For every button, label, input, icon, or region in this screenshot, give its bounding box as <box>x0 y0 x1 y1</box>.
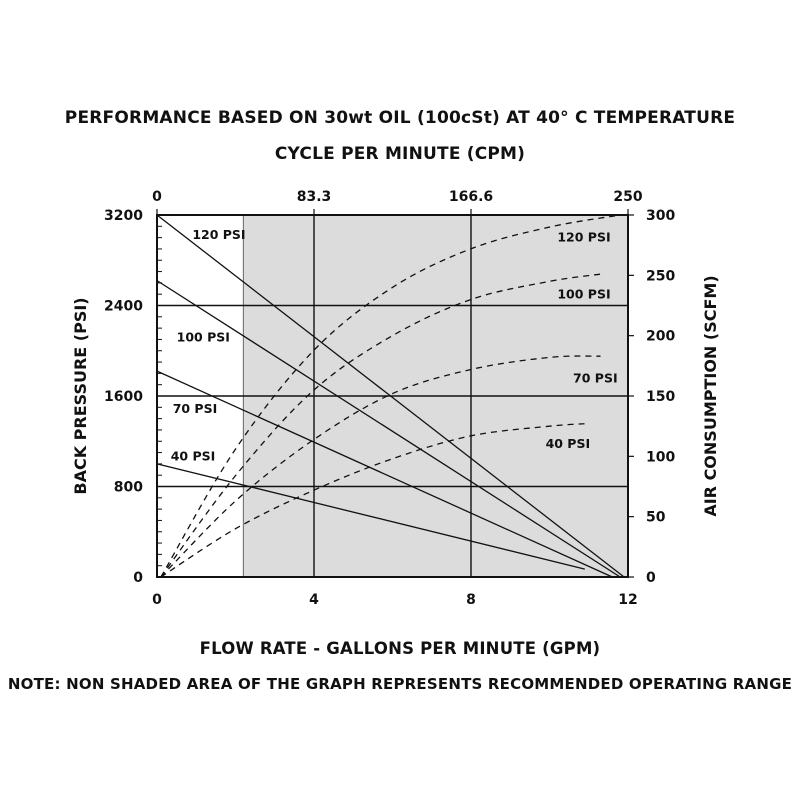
air-curve-3 <box>160 355 601 578</box>
top-axis-title: CYCLE PER MINUTE (CPM) <box>274 144 526 164</box>
pressure-line-1 <box>156 214 625 578</box>
y2-tick-label: 50 <box>646 510 666 526</box>
chart-note: NOTE: NON SHADED AREA OF THE GRAPH REPRE… <box>7 675 793 693</box>
y-tick-label: 1600 <box>104 389 143 405</box>
x-tick-label: 8 <box>466 592 476 608</box>
air-label-4: 40 PSI <box>546 436 591 451</box>
labels-layer: 120 PSI 100 PSI 70 PSI 40 PSI 120 PSI 100 PSI… <box>71 189 720 608</box>
y-tick-label: 2400 <box>104 299 143 315</box>
y2-tick-label: 300 <box>646 208 675 224</box>
y2-tick-label: 100 <box>646 449 675 465</box>
pressure-line-3 <box>156 370 613 578</box>
pressure-label-3: 70 PSI <box>173 401 218 416</box>
plot-frame <box>156 214 629 578</box>
y2-tick-label: 0 <box>646 570 656 586</box>
air-label-2: 100 PSI <box>557 286 610 301</box>
y2-tick-label: 200 <box>646 329 675 345</box>
pressure-line-4 <box>156 463 585 570</box>
pressure-label-1: 120 PSI <box>192 227 245 242</box>
air-label-1: 120 PSI <box>557 230 610 245</box>
grid-layer <box>157 215 628 577</box>
y2-axis-title: AIR CONSUMPTION (SCFM) <box>701 275 720 516</box>
top-tick-label: 0 <box>152 189 162 205</box>
y-tick-label: 3200 <box>104 208 143 224</box>
air-curve-2 <box>160 273 601 578</box>
x-tick-label: 4 <box>309 592 319 608</box>
top-tick-label: 166.6 <box>449 189 493 205</box>
pressure-line-2 <box>156 280 621 578</box>
y-tick-label: 800 <box>114 480 143 496</box>
pressure-label-2: 100 PSI <box>177 330 230 345</box>
x-axis-title: FLOW RATE - GALLONS PER MINUTE (GPM) <box>199 639 601 658</box>
y2-tick-label: 150 <box>646 389 675 405</box>
plot-border <box>156 214 629 578</box>
top-tick-label: 250 <box>613 189 642 205</box>
top-tick-label: 83.3 <box>297 189 332 205</box>
series-layer <box>156 214 625 578</box>
y2-tick-label: 250 <box>646 268 675 284</box>
x-tick-label: 0 <box>152 592 162 608</box>
y-axis-title: BACK PRESSURE (PSI) <box>71 297 90 494</box>
y-tick-label: 0 <box>133 570 143 586</box>
x-tick-label: 12 <box>618 592 637 608</box>
pressure-label-4: 40 PSI <box>171 448 216 463</box>
air-curve-1 <box>160 214 621 578</box>
air-label-3: 70 PSI <box>573 371 618 386</box>
chart-title: PERFORMANCE BASED ON 30wt OIL (100cSt) A… <box>64 108 736 128</box>
air-curve-4 <box>160 423 585 578</box>
